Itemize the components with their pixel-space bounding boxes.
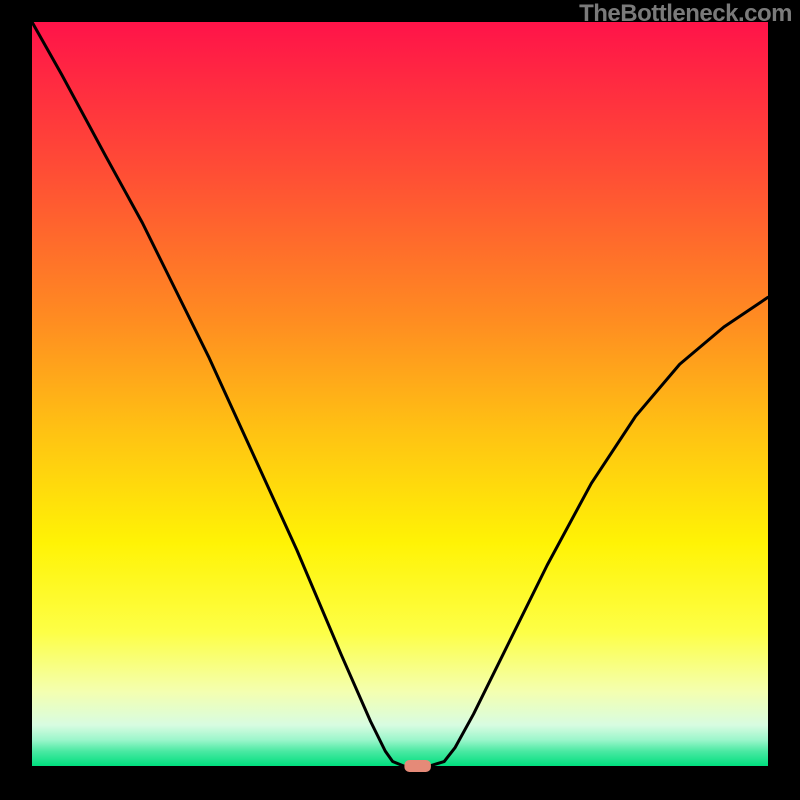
- optimum-marker: [404, 760, 431, 772]
- chart-svg: [0, 0, 800, 800]
- plot-background: [32, 22, 768, 766]
- watermark-text: TheBottleneck.com: [579, 0, 792, 28]
- chart-stage: TheBottleneck.com: [0, 0, 800, 800]
